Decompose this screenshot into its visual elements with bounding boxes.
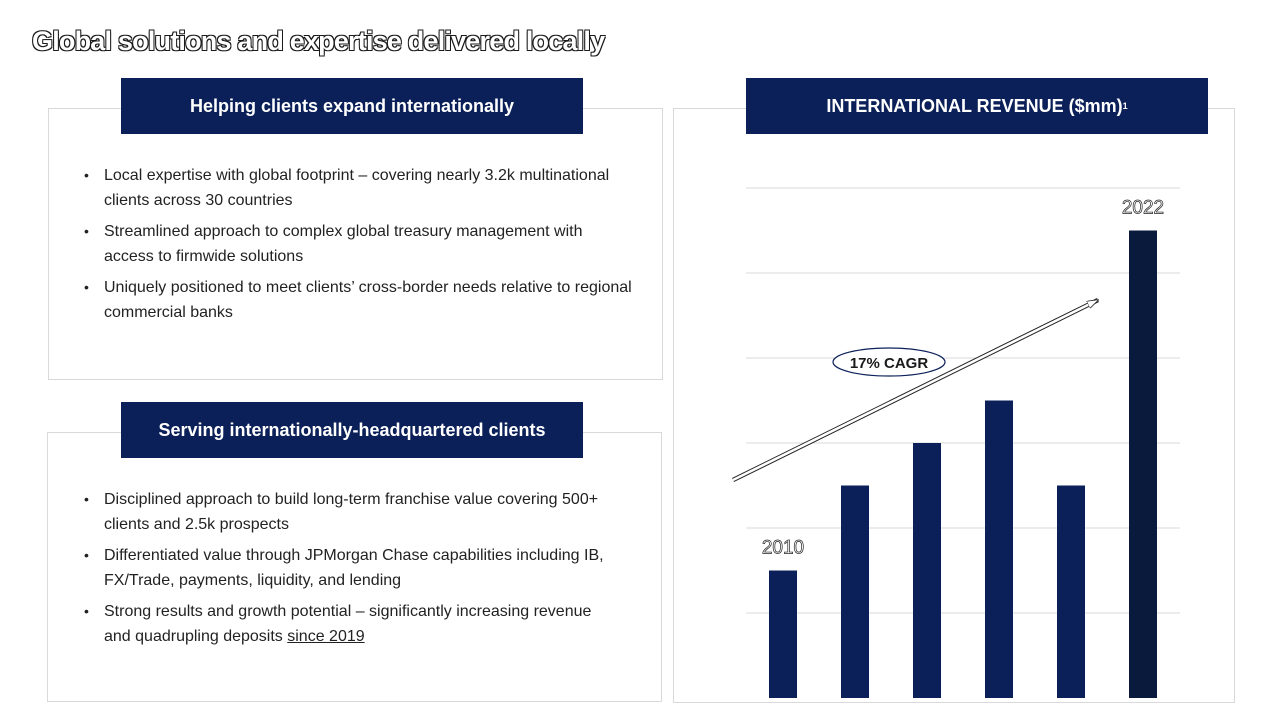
list-item: • Disciplined approach to build long-term…	[84, 491, 599, 533]
list-item: • Strong results and growth potential – s…	[84, 603, 592, 645]
list-item: • Differentiated value through JPMorgan C…	[84, 547, 604, 589]
panel-heading-expand: Helping clients expand internationally	[121, 78, 583, 134]
list-item: • Streamlined approach to complex global …	[84, 223, 583, 265]
bullet-text: Uniquely positioned to meet clients’ cro…	[104, 279, 632, 321]
panel-heading-international-hq: Serving internationally-headquartered cl…	[121, 402, 583, 458]
since-2019-link[interactable]: since 2019	[287, 628, 365, 645]
panel-international-hq-clients	[47, 432, 662, 702]
bullet-text: Differentiated value through JPMorgan Ch…	[104, 547, 604, 589]
footnote-marker: 1	[1122, 101, 1128, 111]
bullet-list-expand: • Local expertise with global footprint –…	[84, 163, 634, 331]
chart-heading-text: INTERNATIONAL REVENUE ($mm)	[826, 95, 1123, 116]
chart-panel	[673, 108, 1235, 703]
bullet-text: Local expertise with global footprint – …	[104, 167, 610, 209]
page-title: Global solutions and expertise delivered…	[32, 26, 605, 56]
bullet-text: Disciplined approach to build long-term …	[104, 491, 599, 533]
bullet-text: Streamlined approach to complex global t…	[104, 223, 583, 265]
bullet-text: Strong results and growth potential – si…	[104, 603, 592, 645]
chart-heading: INTERNATIONAL REVENUE ($mm) 1	[746, 78, 1208, 134]
panel-expand-internationally	[48, 108, 663, 380]
list-item: • Local expertise with global footprint –…	[84, 167, 610, 209]
list-item: • Uniquely positioned to meet clients’ cr…	[84, 279, 632, 321]
bullet-list-international-hq: • Disciplined approach to build long-term…	[84, 487, 604, 655]
